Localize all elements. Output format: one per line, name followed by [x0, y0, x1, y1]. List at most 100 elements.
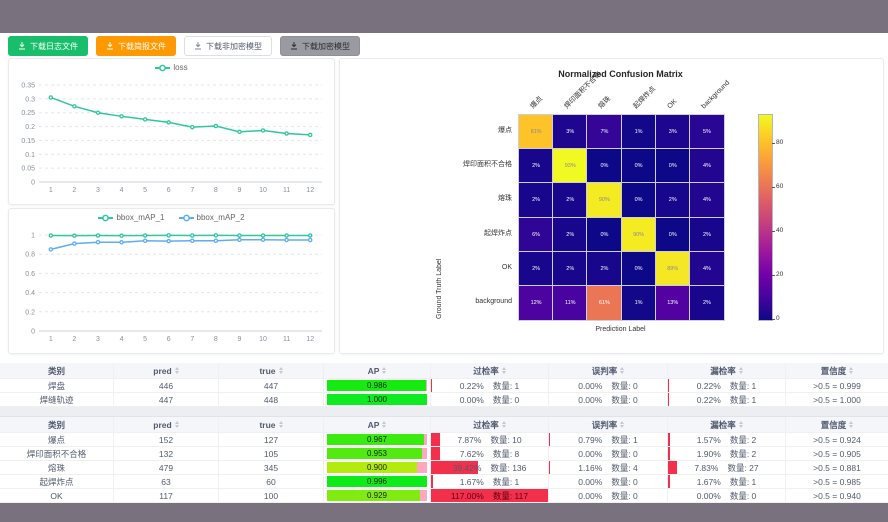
cell-confidence: >0.5 = 0.999: [785, 379, 888, 392]
matrix-cell: 2%: [586, 251, 623, 287]
column-header-1[interactable]: pred: [113, 417, 218, 432]
rate-percent: 7.62%: [459, 448, 484, 459]
legend-line-icon: [155, 64, 171, 71]
cell-ap: 1.000: [323, 393, 430, 406]
rate-percent: 1.67%: [459, 476, 484, 487]
sort-icon[interactable]: [620, 421, 625, 428]
column-header-6[interactable]: 漏检率: [667, 363, 785, 378]
rate-percent: 1.90%: [696, 448, 721, 459]
matrix-cell: 6%: [518, 216, 554, 253]
sort-icon[interactable]: [501, 367, 506, 374]
matrix-cell: 2%: [552, 251, 588, 287]
column-header-5[interactable]: 误判率: [548, 417, 667, 432]
sort-icon[interactable]: [278, 421, 283, 428]
cell-ap: 0.953: [323, 447, 430, 460]
cell-miss-rate: 0.00% 数量: 0: [667, 489, 785, 502]
rate-count: 数量: 2: [729, 434, 757, 445]
table-row: 焊缝轨迹 447 448 1.000 0.00% 数量: 0 0.00% 数量: 0 0.…: [0, 393, 888, 407]
column-header-4[interactable]: 过检率: [430, 417, 548, 432]
column-header-5[interactable]: 误判率: [548, 363, 667, 378]
ap-bar: 0.953: [327, 448, 427, 459]
rate-bar: [549, 433, 550, 446]
svg-text:0: 0: [31, 329, 35, 336]
sort-icon[interactable]: [738, 421, 743, 428]
button-label: 下载简报文件: [118, 41, 166, 51]
table-row: 起焊炸点 63 60 0.996 1.67% 数量: 1 0.00% 数量: 0 1.67…: [0, 475, 888, 489]
rate-count: 数量: 136: [490, 462, 527, 473]
sort-icon[interactable]: [620, 367, 625, 374]
matrix-cell: 61%: [586, 285, 623, 321]
svg-text:6: 6: [167, 187, 171, 194]
column-header-2[interactable]: true: [218, 417, 323, 432]
table-header-row: 类别 pred true AP 过检率 误判率 漏检率 置信度: [0, 417, 888, 433]
sort-icon[interactable]: [849, 367, 854, 374]
rate-bar: [668, 461, 678, 474]
svg-text:9: 9: [238, 187, 242, 194]
matrix-cell: 89%: [655, 251, 691, 287]
rate-count: 数量: 8: [492, 448, 520, 459]
header-label: 漏检率: [710, 419, 736, 430]
download-button-3[interactable]: 下载加密模型: [280, 36, 360, 56]
sort-icon[interactable]: [849, 421, 854, 428]
column-header-3[interactable]: AP: [323, 363, 430, 378]
cell-miss-rate: 1.57% 数量: 2: [667, 433, 785, 446]
sort-icon[interactable]: [174, 421, 179, 428]
rate-count: 数量: 1: [729, 380, 757, 391]
svg-text:9: 9: [238, 336, 242, 343]
ap-value: 0.967: [366, 435, 388, 444]
legend-item-loss[interactable]: loss: [155, 63, 188, 72]
svg-text:3: 3: [96, 187, 100, 194]
rate-bar: [668, 393, 669, 406]
sort-icon[interactable]: [174, 367, 179, 374]
column-label: background: [700, 79, 732, 111]
svg-text:1: 1: [49, 187, 53, 194]
column-header-7[interactable]: 置信度: [785, 363, 888, 378]
colorbar-tick-mark: [772, 319, 775, 320]
cell-misjudge-rate: 0.00% 数量: 0: [548, 475, 667, 488]
svg-text:1: 1: [31, 233, 35, 240]
legend-item-bbox_mAP_1[interactable]: bbox_mAP_1: [98, 213, 165, 222]
column-header-7[interactable]: 置信度: [785, 417, 888, 432]
sort-icon[interactable]: [501, 421, 506, 428]
sort-icon[interactable]: [738, 367, 743, 374]
rate-percent: 39.42%: [452, 462, 482, 473]
download-button-2[interactable]: 下载非加密模型: [184, 36, 272, 56]
column-header-2[interactable]: true: [218, 363, 323, 378]
rate-bar: [668, 379, 669, 392]
colorbar-tick-mark: [772, 186, 775, 188]
sort-icon[interactable]: [382, 421, 387, 428]
download-button-1[interactable]: 下载简报文件: [96, 36, 176, 56]
ap-bar: 0.996: [327, 476, 427, 487]
header-label: pred: [153, 365, 172, 376]
svg-text:10: 10: [259, 336, 267, 343]
legend-line-icon: [98, 214, 114, 221]
column-header-6[interactable]: 漏检率: [667, 417, 785, 432]
rate-count: 数量: 117: [492, 490, 529, 501]
table-row: 焊盘 446 447 0.986 0.22% 数量: 1 0.00% 数量: 0 0.22…: [0, 379, 888, 393]
svg-text:11: 11: [283, 187, 290, 194]
cell-pred: 447: [113, 393, 218, 406]
header-label: 类别: [47, 419, 65, 430]
download-button-0[interactable]: 下载日志文件: [8, 36, 88, 56]
map-chart-card: bbox_mAP_1 bbox_mAP_2 0 0.2 0.4 0.6 0.8 1 1 2 3 4…: [8, 208, 335, 354]
sort-icon[interactable]: [382, 367, 387, 374]
rate-count: 数量: 1: [611, 434, 638, 445]
legend-item-bbox_mAP_2[interactable]: bbox_mAP_2: [178, 213, 245, 222]
sort-icon[interactable]: [278, 367, 283, 374]
column-header-3[interactable]: AP: [323, 417, 430, 432]
rate-percent: 0.00%: [578, 476, 603, 487]
cell-confidence: >0.5 = 0.881: [785, 461, 888, 474]
row-label: OK: [501, 263, 512, 271]
map-chart-legend: bbox_mAP_1 bbox_mAP_2: [9, 213, 334, 222]
svg-text:0.2: 0.2: [25, 309, 35, 316]
cell-pred: 132: [113, 447, 218, 460]
svg-text:6: 6: [167, 336, 171, 343]
cell-over-rate: 39.42% 数量: 136: [430, 461, 548, 474]
matrix-cell: 2%: [689, 216, 725, 253]
column-header-1[interactable]: pred: [113, 363, 218, 378]
cell-true: 448: [218, 393, 323, 406]
column-header-4[interactable]: 过检率: [430, 363, 548, 378]
ap-value: 0.929: [366, 491, 388, 500]
header-label: 过检率: [473, 365, 499, 376]
